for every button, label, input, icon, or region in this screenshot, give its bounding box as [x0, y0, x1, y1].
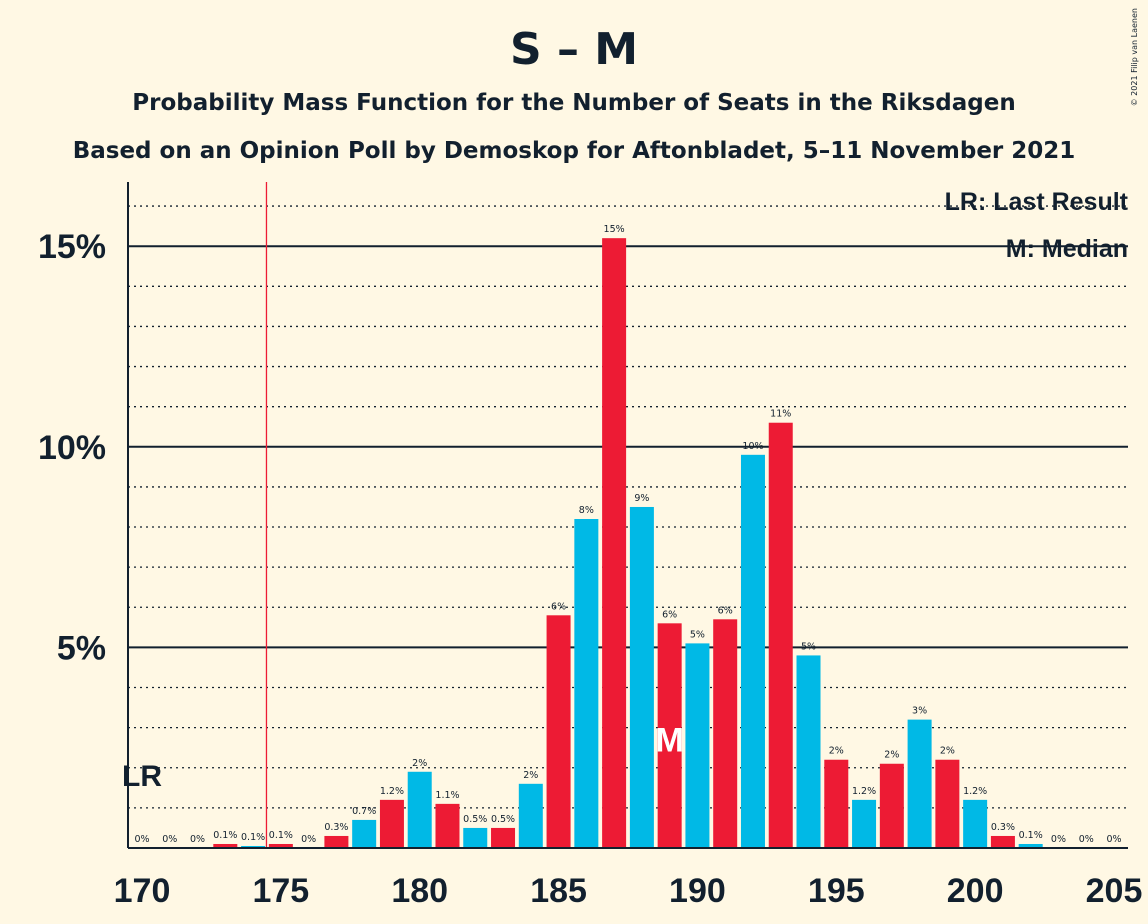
bar-seat-188 — [629, 506, 654, 848]
bar-seat-186 — [574, 519, 599, 848]
x-tick-label: 175 — [252, 872, 309, 910]
bar-seat-179 — [379, 799, 404, 848]
bar-seat-183 — [491, 827, 516, 848]
x-tick-label: 195 — [808, 872, 865, 910]
data-label: 2% — [940, 746, 955, 757]
bar-seat-200 — [963, 799, 988, 848]
data-label: 0.1% — [241, 832, 265, 843]
data-label: 5% — [690, 629, 705, 640]
data-label: 6% — [718, 605, 733, 616]
bar-seat-193 — [768, 422, 793, 848]
data-label: 2% — [829, 746, 844, 757]
data-label: 0% — [1051, 834, 1066, 845]
bar-seat-182 — [463, 827, 488, 848]
bar-seat-174 — [241, 845, 266, 848]
bar-seat-173 — [213, 843, 238, 848]
legend-last-result: LR: Last Result — [945, 188, 1129, 216]
data-label: 0.1% — [1019, 830, 1043, 841]
data-label: 0.3% — [324, 822, 348, 833]
chart-source: Based on an Opinion Poll by Demoskop for… — [72, 138, 1076, 164]
grid-lines — [128, 205, 1128, 809]
data-label: 1.2% — [380, 786, 404, 797]
data-label: 11% — [770, 409, 791, 420]
data-label: 1.1% — [435, 790, 459, 801]
bars — [213, 238, 1043, 848]
x-tick-label: 205 — [1086, 872, 1143, 910]
data-label: 15% — [604, 224, 625, 235]
bar-seat-199 — [935, 759, 960, 848]
data-label: 0% — [1079, 834, 1094, 845]
y-tick-label: 15% — [38, 228, 106, 266]
data-label: 0% — [134, 834, 149, 845]
data-label: 6% — [551, 601, 566, 612]
bar-seat-177 — [324, 835, 349, 848]
data-label: 0.3% — [991, 822, 1015, 833]
data-label: 2% — [523, 770, 538, 781]
bar-seat-197 — [879, 763, 904, 848]
data-label: 10% — [742, 441, 763, 452]
data-label: 0% — [301, 834, 316, 845]
bar-seat-192 — [740, 454, 765, 848]
bar-seat-201 — [990, 835, 1015, 848]
bar-labels: 0% 0% 0% 0.1% 0.1% 0.1% 0% 0.3% 0.7% 1.2% 2% 1.1% 0.… — [134, 224, 1121, 845]
bar-seat-181 — [435, 803, 460, 848]
data-label: 6% — [662, 609, 677, 620]
bar-seat-196 — [852, 799, 877, 848]
y-tick-label: 10% — [38, 429, 106, 467]
x-tick-label: 200 — [947, 872, 1004, 910]
data-label: 0.1% — [269, 830, 293, 841]
bar-seat-194 — [796, 655, 821, 848]
data-label: 0.7% — [352, 806, 376, 817]
bar-seat-191 — [713, 619, 738, 848]
data-label: 1.2% — [852, 786, 876, 797]
x-tick-label: 180 — [391, 872, 448, 910]
data-label: 8% — [579, 505, 594, 516]
data-label: 0% — [162, 834, 177, 845]
x-tick-label: 170 — [114, 872, 171, 910]
median-marker: M — [655, 721, 683, 759]
bar-seat-190 — [685, 643, 710, 848]
x-tick-label: 190 — [669, 872, 726, 910]
bar-seat-187 — [602, 238, 627, 848]
data-label: 0.5% — [463, 814, 487, 825]
bar-seat-202 — [1018, 843, 1043, 848]
data-label: 0% — [190, 834, 205, 845]
y-tick-label: 5% — [57, 629, 106, 667]
data-label: 1.2% — [963, 786, 987, 797]
bar-seat-180 — [407, 771, 432, 848]
chart-title: S – M — [509, 24, 639, 75]
bar-seat-185 — [546, 615, 571, 848]
data-label: 5% — [801, 641, 816, 652]
bar-seat-195 — [824, 759, 849, 848]
bar-seat-198 — [907, 719, 932, 848]
data-label: 3% — [912, 706, 927, 717]
data-label: 9% — [634, 493, 649, 504]
x-tick-label: 185 — [530, 872, 587, 910]
chart-subtitle: Probability Mass Function for the Number… — [132, 90, 1016, 116]
data-label: 2% — [884, 750, 899, 761]
data-label: 0.1% — [213, 830, 237, 841]
bar-seat-175 — [268, 843, 293, 848]
legend-median: M: Median — [1006, 235, 1128, 263]
data-label: 0.5% — [491, 814, 515, 825]
bar-seat-189 — [657, 623, 682, 848]
data-label: 0% — [1106, 834, 1121, 845]
bar-seat-184 — [518, 783, 543, 848]
data-label: 2% — [412, 758, 427, 769]
bar-seat-178 — [352, 819, 377, 848]
